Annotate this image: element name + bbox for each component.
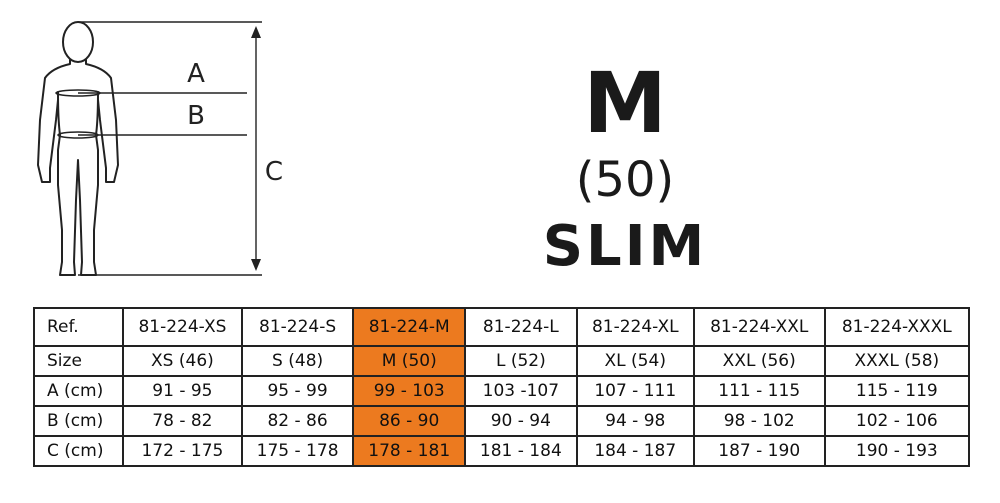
size-letter: M: [583, 54, 667, 152]
table-cell: 190 - 193: [823, 435, 971, 467]
table-cell: XXXL (58): [823, 345, 971, 377]
table-cell: 175 - 178: [240, 435, 355, 467]
size-number: (50): [575, 152, 675, 208]
table-cell: XXL (56): [692, 345, 826, 377]
table-cell: 172 - 175: [122, 435, 243, 467]
label-c: C: [265, 157, 283, 187]
arrow-up-icon: [251, 26, 261, 38]
table-cell: 81-224-XXL: [692, 307, 826, 347]
size-chart-table: Ref. 81-224-XS 81-224-S 81-224-M 81-224-L 81-…: [32, 307, 971, 467]
table-cell: 102 - 106: [823, 405, 971, 437]
table-row: Size XS (46) S (48) M (50) L (52) XL (54) XXL …: [32, 345, 971, 377]
table-cell: 181 - 184: [464, 435, 578, 467]
table-cell: 81-224-S: [240, 307, 355, 347]
table-cell: 95 - 99: [240, 375, 355, 407]
table-cell: 81-224-XS: [122, 307, 243, 347]
arrow-down-icon: [251, 259, 261, 271]
table-row: Ref. 81-224-XS 81-224-S 81-224-M 81-224-L 81-…: [32, 307, 971, 347]
body-measurement-diagram: A B C: [37, 21, 283, 276]
table-cell: 187 - 190: [692, 435, 826, 467]
table-cell: XS (46): [122, 345, 243, 377]
human-figure-icon: [37, 21, 119, 276]
table-cell: 82 - 86: [240, 405, 355, 437]
row-label: A (cm): [32, 375, 125, 407]
row-label: B (cm): [32, 405, 125, 437]
table-cell: XL (54): [575, 345, 695, 377]
measurement-guides: [78, 21, 262, 276]
table-cell: 115 - 119: [823, 375, 971, 407]
table-cell: 103 -107: [464, 375, 578, 407]
highlighted-cell: 178 - 181: [352, 435, 467, 467]
table-row: A (cm) 91 - 95 95 - 99 99 - 103 103 -107 107 …: [32, 375, 971, 407]
label-b: B: [187, 101, 205, 131]
row-label: Size: [32, 345, 125, 377]
table-row: B (cm) 78 - 82 82 - 86 86 - 90 90 - 94 94 - 9…: [32, 405, 971, 437]
fit-label: SLIM: [542, 214, 708, 279]
table-cell: 107 - 111: [575, 375, 695, 407]
table-cell: 78 - 82: [122, 405, 243, 437]
table-cell: 184 - 187: [575, 435, 695, 467]
table-cell: 81-224-L: [464, 307, 578, 347]
row-label: C (cm): [32, 435, 125, 467]
table-cell: 81-224-XL: [575, 307, 695, 347]
highlighted-cell: M (50): [352, 345, 467, 377]
table-cell: 111 - 115: [692, 375, 826, 407]
table-cell: 94 - 98: [575, 405, 695, 437]
table-cell: 90 - 94: [464, 405, 578, 437]
table-cell: S (48): [240, 345, 355, 377]
table-cell: 98 - 102: [692, 405, 826, 437]
highlighted-cell: 86 - 90: [352, 405, 467, 437]
highlighted-cell: 99 - 103: [352, 375, 467, 407]
label-a: A: [187, 59, 205, 89]
row-label: Ref.: [32, 307, 125, 347]
table-row: C (cm) 172 - 175 175 - 178 178 - 181 181 - 1…: [32, 435, 971, 467]
table-cell: L (52): [464, 345, 578, 377]
highlighted-cell: 81-224-M: [352, 307, 467, 347]
table-cell: 91 - 95: [122, 375, 243, 407]
table-cell: 81-224-XXXL: [823, 307, 971, 347]
